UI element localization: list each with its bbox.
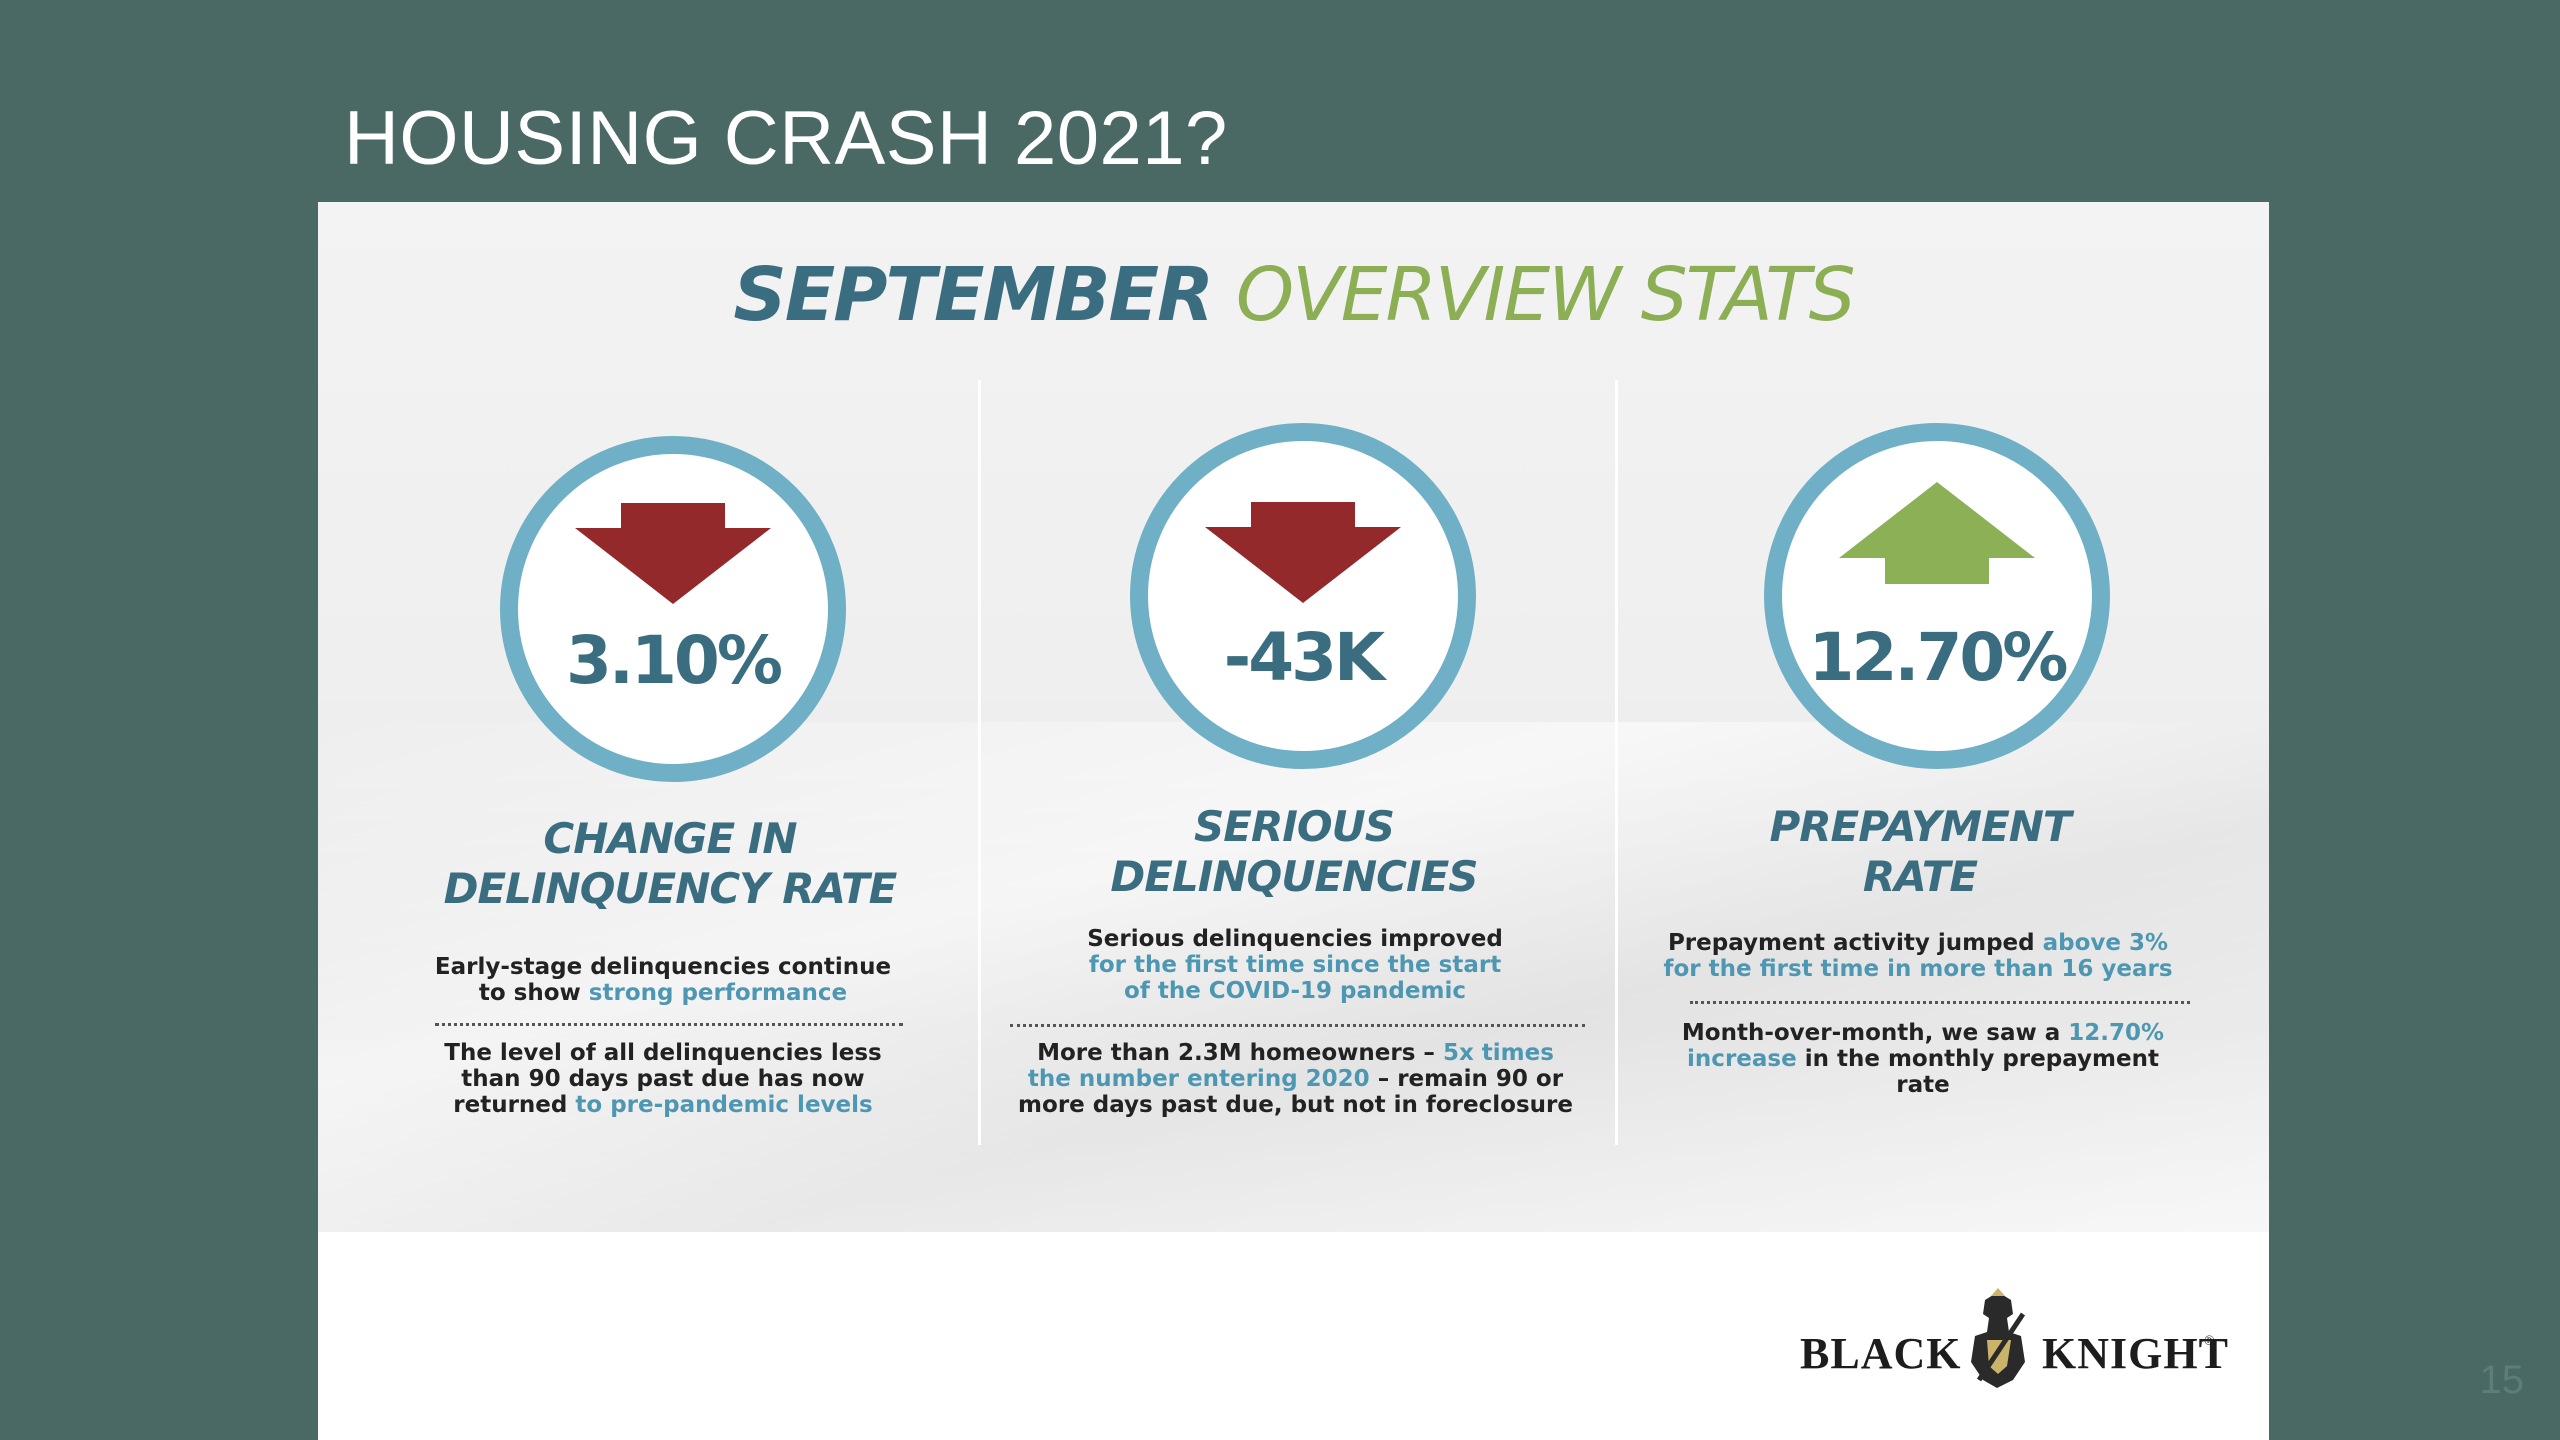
dotted-separator [435, 1023, 903, 1026]
stat-circle: 3.10% [500, 436, 846, 782]
stat-detail: The level of all delinquencies less than… [444, 1040, 882, 1118]
heading-part1: SEPTEMBER [733, 252, 1214, 338]
down-arrow-icon [575, 503, 771, 604]
slide-title: HOUSING CRASH 2021? [344, 96, 1228, 181]
column-divider [978, 380, 981, 1145]
stat-label: PREPAYMENT RATE [1620, 802, 2220, 902]
stat-description: Early-stage delinquencies continue to sh… [434, 954, 892, 1006]
stat-label-line2: DELINQUENCY RATE [443, 864, 898, 913]
highlight-text: to pre-pandemic levels [575, 1092, 873, 1118]
highlight-text: 12.70% increase [1687, 1020, 2165, 1072]
stat-label-line2: RATE [1862, 852, 1978, 901]
up-arrow-icon [1839, 482, 2035, 584]
stat-circle: -43K [1130, 423, 1476, 769]
stat-description: Prepayment activity jumped above 3% for … [1663, 930, 2173, 982]
black-knight-logo: BLACK KNIGHT ® [1790, 1284, 2228, 1394]
stat-label-line1: SERIOUS [1194, 802, 1395, 851]
stat-column-prepayment-rate: 12.70% PREPAYMENT RATE Prepayment activi… [1648, 202, 2248, 1232]
dotted-separator [1010, 1024, 1585, 1027]
stat-column-serious-delinquencies: -43K SERIOUS DELINQUENCIES Serious delin… [1008, 202, 1608, 1232]
registered-mark: ® [2204, 1334, 2215, 1349]
stat-label: SERIOUS DELINQUENCIES [994, 802, 1594, 902]
stat-label-line1: CHANGE IN [543, 814, 797, 863]
stat-detail: Month-over-month, we saw a 12.70% increa… [1681, 1020, 2165, 1098]
column-divider [1615, 380, 1618, 1145]
knight-icon [1971, 1288, 2026, 1388]
logo-right-word: KNIGHT [2042, 1329, 2229, 1378]
stat-label: CHANGE IN DELINQUENCY RATE [370, 814, 970, 914]
overview-heading: SEPTEMBER OVERVIEW STATS [318, 252, 2269, 338]
highlight-text: above 3% for the first time in more than… [1663, 930, 2173, 982]
down-arrow-icon [1205, 502, 1401, 603]
stat-column-delinquency-rate: 3.10% CHANGE IN DELINQUENCY RATE Early-s… [370, 202, 970, 1232]
logo-left-word: BLACK [1800, 1329, 1962, 1378]
stat-label-line1: PREPAYMENT [1769, 802, 2071, 851]
stat-value: 3.10% [566, 622, 783, 699]
stat-description: Serious delinquencies improved for the f… [1087, 926, 1503, 1004]
highlight-text: strong performance [588, 980, 848, 1006]
dotted-separator [1690, 1001, 2190, 1004]
stat-value: -43K [1223, 619, 1385, 696]
stat-value: 12.70% [1808, 619, 2069, 696]
highlight-text: for the first time since the start of th… [1088, 952, 1502, 1004]
highlight-text: 5x times the number entering 2020 [1027, 1040, 1554, 1092]
infographic-panel: SEPTEMBER OVERVIEW STATS 3.10% CHANGE IN… [318, 202, 2269, 1440]
stat-circle: 12.70% [1764, 423, 2110, 769]
stat-detail: More than 2.3M homeowners – 5x times the… [1018, 1040, 1573, 1118]
heading-part2: OVERVIEW STATS [1235, 252, 1856, 338]
page-number: 15 [2479, 1358, 2525, 1402]
stat-label-line2: DELINQUENCIES [1110, 852, 1478, 901]
